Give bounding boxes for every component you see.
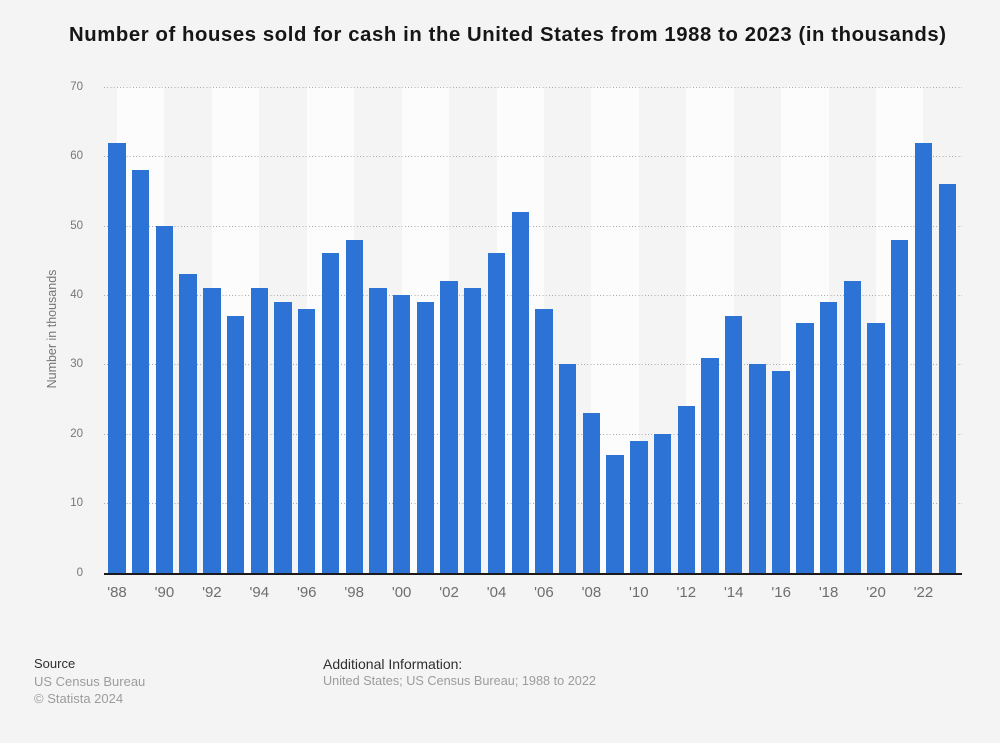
x-tick-label-98: '98 bbox=[344, 584, 364, 601]
gridline-20 bbox=[104, 433, 962, 435]
x-tick-label-92: '92 bbox=[202, 584, 222, 601]
bar-2012[interactable] bbox=[677, 406, 695, 573]
bar-1988[interactable] bbox=[108, 142, 126, 573]
x-tick-label-08: '08 bbox=[581, 584, 602, 601]
x-tick-label-90: '90 bbox=[154, 584, 175, 601]
bar-2011[interactable] bbox=[653, 433, 672, 573]
bar-2019[interactable] bbox=[843, 281, 861, 573]
y-tick-label-20: 20 bbox=[70, 427, 83, 440]
bar-1989[interactable] bbox=[132, 170, 150, 573]
bar-2008[interactable] bbox=[582, 412, 601, 573]
bar-1992[interactable] bbox=[203, 288, 221, 573]
gridline-60 bbox=[104, 156, 962, 158]
additional-information-label: Additional Information: bbox=[323, 656, 463, 672]
source-name: US Census Bureau bbox=[34, 674, 146, 689]
gridline-40 bbox=[104, 295, 962, 297]
y-tick-label-50: 50 bbox=[70, 219, 83, 232]
bar-2004[interactable] bbox=[487, 253, 506, 573]
x-tick-label-14: '14 bbox=[723, 584, 744, 601]
y-tick-label-60: 60 bbox=[70, 150, 83, 163]
bar-1990[interactable] bbox=[155, 225, 174, 573]
x-tick-label-20: '20 bbox=[866, 584, 886, 601]
x-tick-label-94: '94 bbox=[249, 584, 270, 601]
x-tick-label-04: '04 bbox=[486, 584, 507, 601]
bar-2003[interactable] bbox=[464, 288, 482, 573]
x-axis-line bbox=[104, 572, 962, 575]
bar-2001[interactable] bbox=[416, 302, 435, 573]
bar-2006[interactable] bbox=[535, 308, 553, 573]
y-tick-label-0: 0 bbox=[76, 566, 83, 579]
bar-1999[interactable] bbox=[369, 288, 387, 573]
bar-1995[interactable] bbox=[274, 302, 292, 573]
x-tick-label-00: '00 bbox=[391, 584, 412, 601]
x-tick-label-10: '10 bbox=[629, 584, 649, 601]
statista-copyright: © Statista 2024 bbox=[34, 691, 124, 706]
bar-2017[interactable] bbox=[796, 322, 814, 573]
x-tick-label-88: '88 bbox=[107, 584, 127, 601]
x-tick-label-18: '18 bbox=[818, 584, 839, 601]
bar-1993[interactable] bbox=[226, 315, 245, 573]
x-tick-label-02: '02 bbox=[439, 584, 459, 601]
source-label: Source bbox=[34, 656, 76, 671]
bar-2009[interactable] bbox=[606, 454, 624, 573]
bar-2010[interactable] bbox=[630, 440, 648, 573]
bar-1998[interactable] bbox=[345, 239, 363, 573]
x-tick-label-16: '16 bbox=[771, 584, 791, 601]
bar-1996[interactable] bbox=[298, 308, 316, 573]
bar-2014[interactable] bbox=[725, 315, 743, 573]
gridline-30 bbox=[104, 364, 962, 366]
gridline-70 bbox=[104, 87, 962, 88]
x-tick-label-12: '12 bbox=[676, 584, 697, 601]
y-tick-label-30: 30 bbox=[70, 358, 83, 371]
gridline-10 bbox=[104, 503, 962, 505]
chart-title: Number of houses sold for cash in the Un… bbox=[69, 24, 947, 46]
bar-2018[interactable] bbox=[819, 302, 838, 573]
bar-2007[interactable] bbox=[558, 364, 577, 573]
bar-2022[interactable] bbox=[914, 142, 933, 573]
bar-2015[interactable] bbox=[748, 364, 767, 573]
y-axis-title: Number in thousands bbox=[45, 269, 59, 389]
bar-1991[interactable] bbox=[179, 274, 197, 573]
bar-1994[interactable] bbox=[250, 288, 268, 573]
gridline-50 bbox=[104, 225, 962, 227]
bar-1997[interactable] bbox=[321, 253, 340, 573]
y-tick-label-10: 10 bbox=[70, 497, 83, 510]
bar-2020[interactable] bbox=[867, 322, 885, 573]
bar-2021[interactable] bbox=[891, 239, 909, 573]
bar-2002[interactable] bbox=[440, 281, 458, 573]
x-tick-label-22: '22 bbox=[913, 584, 934, 601]
y-tick-label-70: 70 bbox=[70, 81, 83, 93]
y-tick-label-40: 40 bbox=[70, 289, 83, 302]
plot-area bbox=[104, 87, 962, 573]
bar-2016[interactable] bbox=[772, 371, 790, 573]
bar-2013[interactable] bbox=[701, 357, 719, 573]
bar-2005[interactable] bbox=[511, 211, 529, 573]
x-tick-label-96: '96 bbox=[296, 584, 317, 601]
bar-2023[interactable] bbox=[938, 184, 956, 573]
bar-2000[interactable] bbox=[392, 295, 411, 573]
x-tick-label-06: '06 bbox=[534, 584, 554, 601]
additional-information-text: United States; US Census Bureau; 1988 to… bbox=[323, 674, 596, 688]
